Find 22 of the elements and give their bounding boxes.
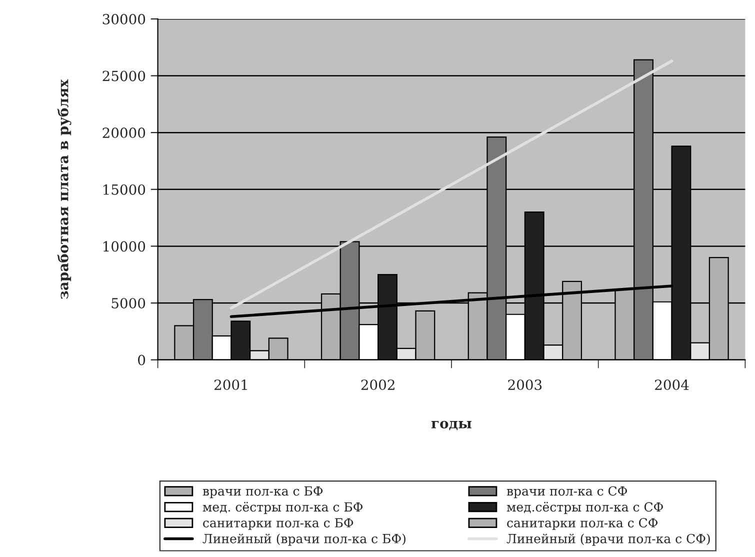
y-tick-label: 25000 <box>102 70 146 82</box>
y-axis-title: заработная плата в рублях <box>57 79 72 299</box>
legend-label: Линейный (врачи пол-ка с БФ) <box>202 534 406 546</box>
legend-label: мед. сёстры пол-ка с БФ <box>202 502 363 514</box>
legend-label: врачи пол-ка с БФ <box>202 486 323 498</box>
y-tick-label: 20000 <box>102 128 146 138</box>
y-tick-label: 10000 <box>104 241 146 252</box>
y-tick-label: 15000 <box>104 184 146 195</box>
y-tick-label: 5000 <box>112 298 146 308</box>
legend-label: Линейный (врачи пол-ка с СФ) <box>506 534 710 546</box>
legend-label: санитарки пол-ка с БФ <box>203 518 354 530</box>
legend-label: санитарки пол-ка с СФ <box>507 518 658 530</box>
x-tick-label: 2004 <box>655 380 689 390</box>
x-tick-label: 2002 <box>361 380 394 390</box>
y-tick-label: 30000 <box>102 14 146 24</box>
x-tick-label: 2001 <box>214 380 247 390</box>
line-series <box>230 60 674 310</box>
legend-label: врачи пол-ка с СФ <box>506 486 627 498</box>
x-axis-title: годы <box>431 420 472 430</box>
legend-label: мед.сёстры пол-ка с СФ <box>506 502 663 514</box>
y-tick-label: 0 <box>138 354 146 366</box>
x-tick-label: 2003 <box>508 380 542 390</box>
